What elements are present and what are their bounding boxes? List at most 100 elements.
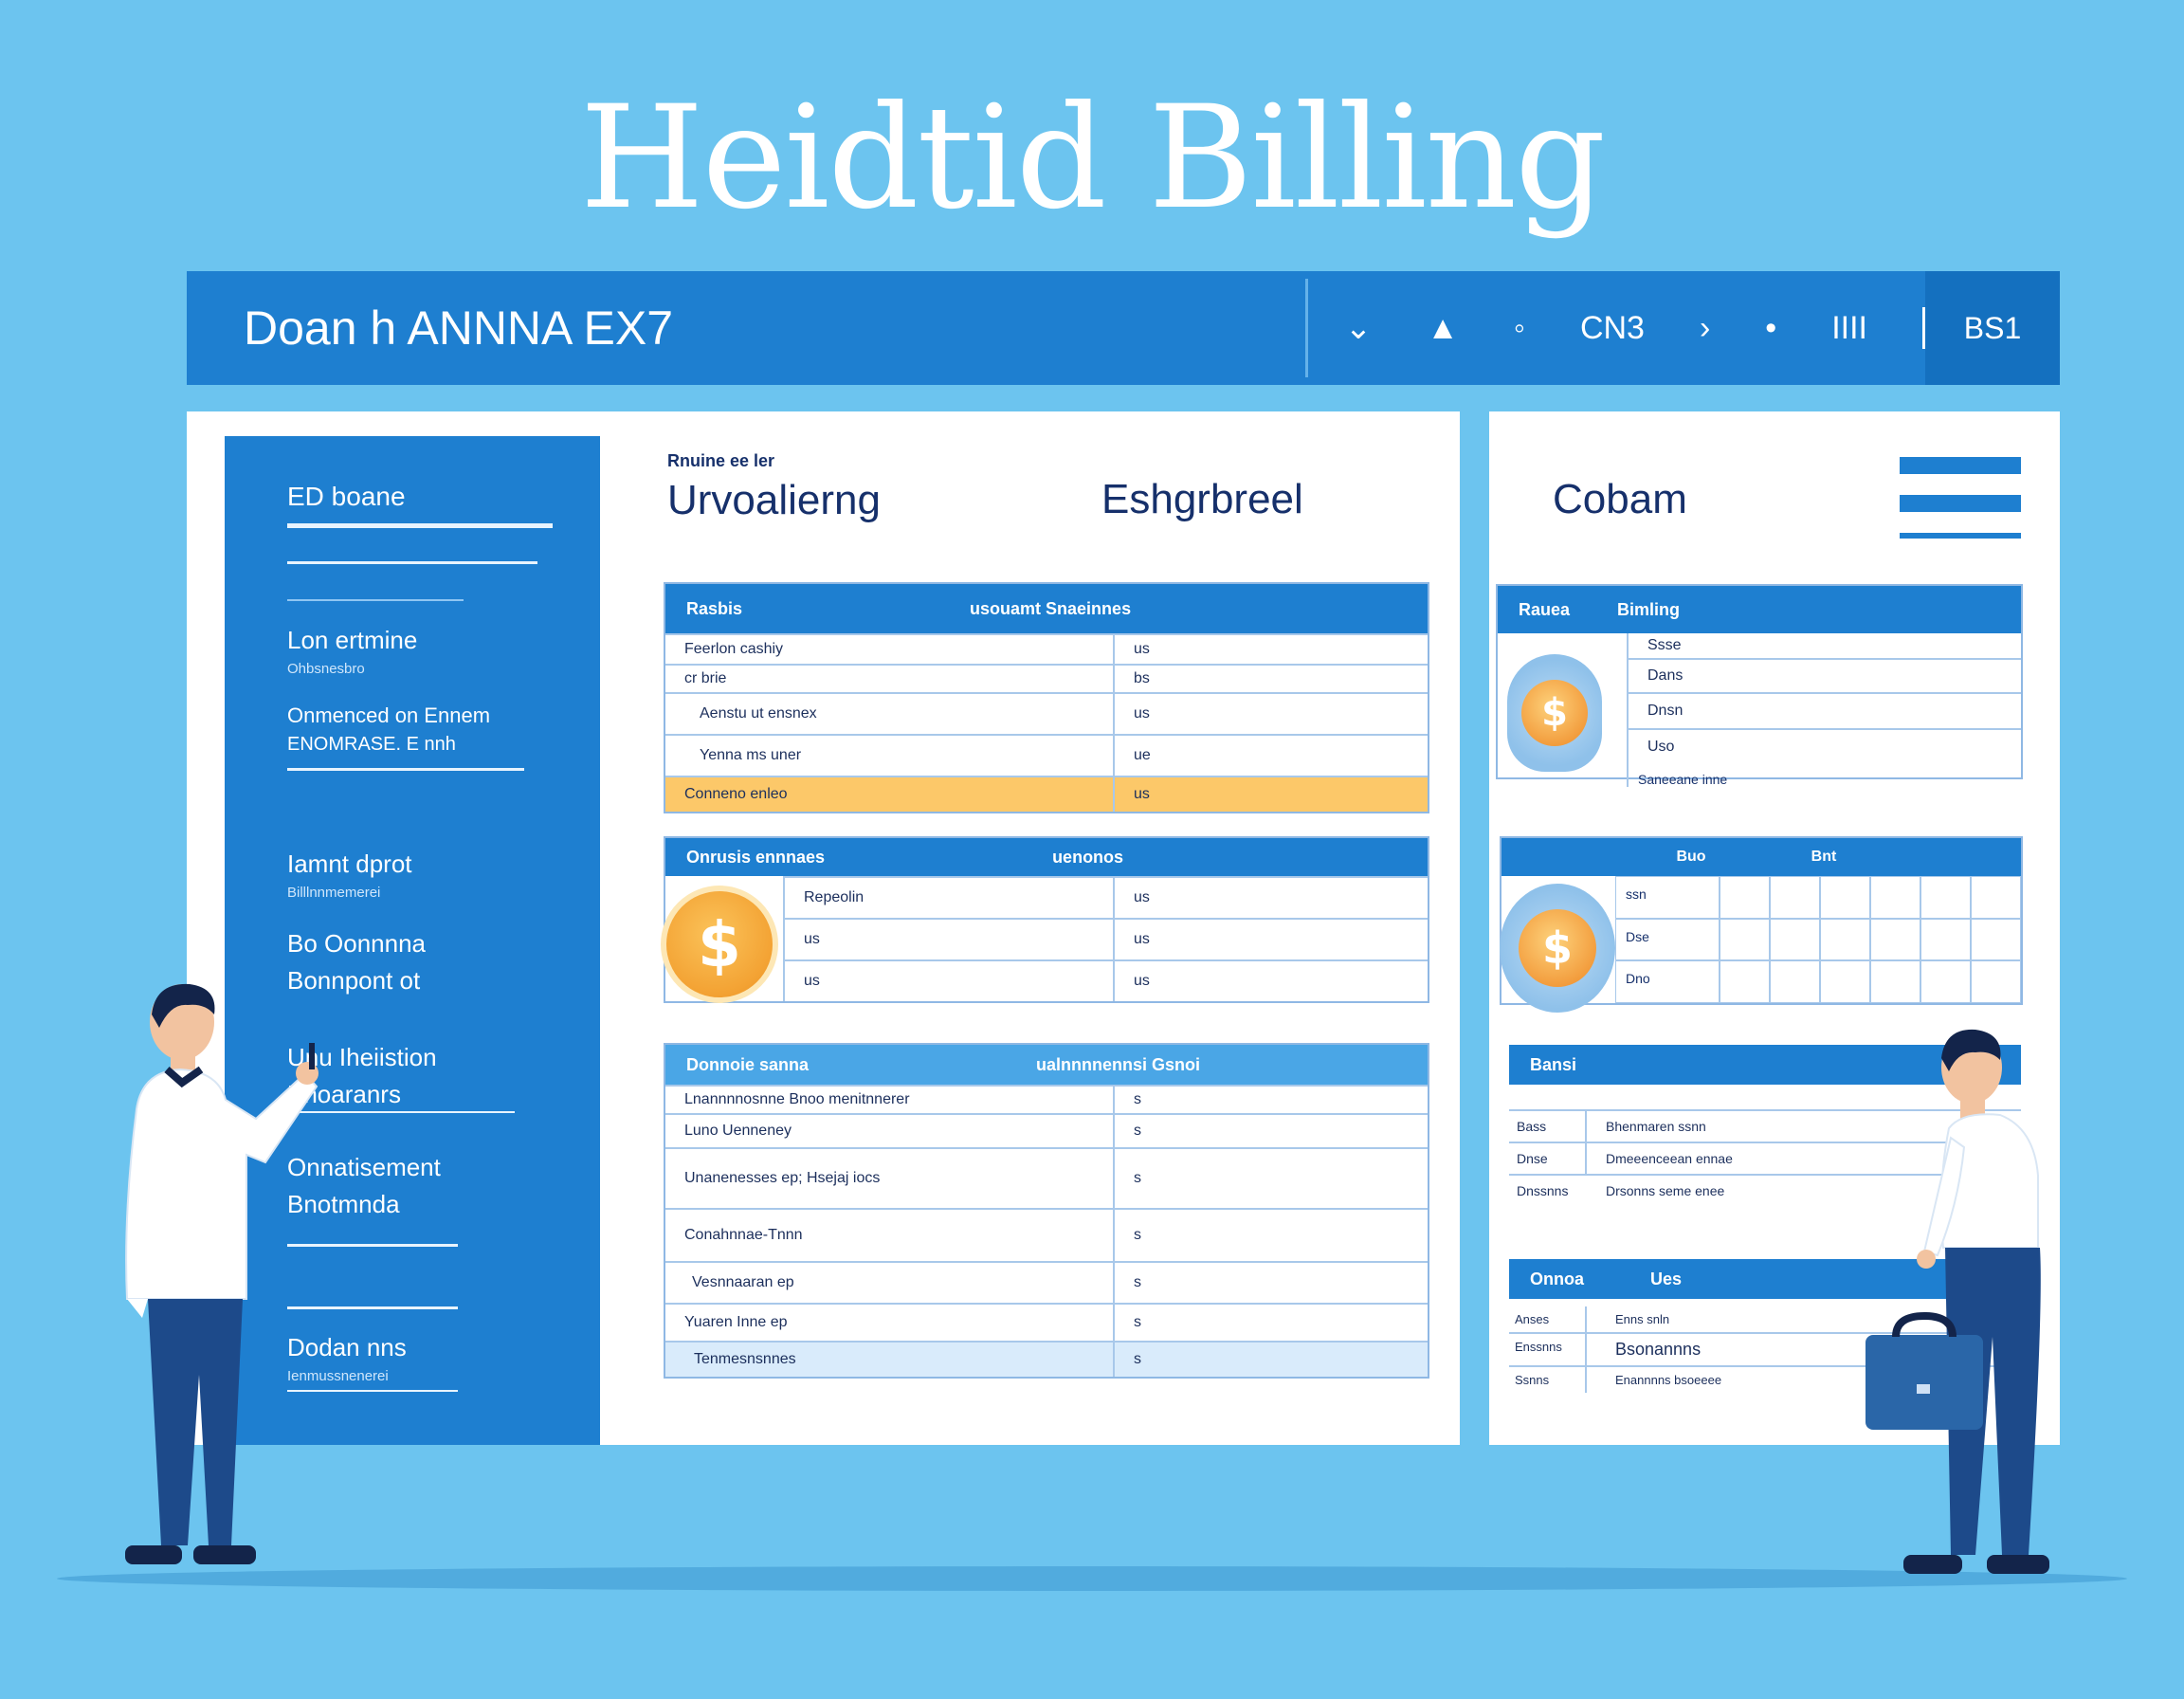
table-row[interactable]: Unanenesses ep; Hsejaj iocs s xyxy=(665,1147,1428,1208)
grid-body: ssn Dse Dno xyxy=(1615,876,2021,1003)
table-cell: cr brie xyxy=(684,670,727,686)
sidebar-item-label: Lon ertmine xyxy=(287,626,418,654)
table-row[interactable]: Luno Uenneney s xyxy=(665,1113,1428,1147)
app-name: Doan h ANNNA EX7 xyxy=(244,301,674,355)
table-row[interactable]: Yuaren Inne ep s xyxy=(665,1303,1428,1341)
table-cell: ue xyxy=(1134,747,1151,763)
table-row[interactable]: Dnse Dmeeenceean ennae xyxy=(1509,1142,2021,1174)
table-row[interactable]: Aenstu ut ensnex us xyxy=(665,692,1428,734)
grid-cell[interactable] xyxy=(1770,960,1820,1003)
table-row[interactable]: us us xyxy=(783,959,1428,1001)
table-cell: Luno Uenneney xyxy=(684,1123,792,1139)
table-row[interactable]: Uso xyxy=(1629,728,2021,764)
payment-table: Onrusis ennnaes uenonos Repeolin us us u… xyxy=(664,836,1429,1003)
table-header-cell: Bnt xyxy=(1811,849,1837,865)
table-row[interactable]: Anses Enns snln xyxy=(1509,1306,2021,1332)
sidebar-item-8[interactable]: Dodan nns Ienmussnenerei xyxy=(287,1333,407,1384)
sidebar-item-4[interactable]: Iamnt dprot Billlnnmemerei xyxy=(287,850,412,901)
summary-table: Donnoie sanna ualnnnnennsi Gsnoi Lnannnn… xyxy=(664,1043,1429,1379)
next-icon[interactable]: › xyxy=(1699,309,1711,346)
sidebar-item-2[interactable]: Lon ertmine Ohbsnesbro xyxy=(287,626,417,677)
table-cell: Lnannnnosnne Bnoo menitnnerer xyxy=(684,1091,910,1107)
table-row[interactable]: Yenna ms uner ue xyxy=(665,734,1428,776)
table-cell: Enssnns xyxy=(1509,1334,1587,1365)
table-cell: Conneno enleo xyxy=(684,786,788,802)
table-cell: us xyxy=(1134,786,1150,802)
column-title-3: Cobam xyxy=(1553,476,1687,522)
user-badge[interactable]: BS1 xyxy=(1925,271,2060,385)
table-cell: Unanenesses ep; Hsejaj iocs xyxy=(684,1170,881,1186)
table-row[interactable]: Feerlon cashiy us xyxy=(665,633,1428,664)
dot-icon[interactable]: • xyxy=(1765,309,1777,346)
table-row[interactable]: Enssnns Bsonannns xyxy=(1509,1332,2021,1365)
grid-cell[interactable] xyxy=(1820,960,1870,1003)
sidebar-item-label: ED boane xyxy=(287,482,406,511)
sidebar-item-sub: ENOMRASE. E nnh xyxy=(287,734,456,755)
grid-cell[interactable] xyxy=(1920,960,1971,1003)
table-header: Rasbis usouamt Snaeinnes xyxy=(665,584,1428,633)
table-cell: us xyxy=(1134,889,1150,905)
table-row[interactable]: Lnannnnosnne Bnoo menitnnerer s xyxy=(665,1085,1428,1113)
table-row[interactable]: Ssnns Enannnns bsoeeee xyxy=(1509,1365,2021,1393)
sidebar-item-label: Dodan nns xyxy=(287,1333,407,1361)
table-cell: Enns snln xyxy=(1615,1312,1670,1326)
table-row[interactable]: Vesnnaaran ep s xyxy=(665,1261,1428,1303)
menu-icon[interactable]: IIII xyxy=(1831,309,1867,346)
table-row[interactable]: Dnssnns Drsonns seme enee xyxy=(1509,1174,2021,1206)
grid-cell[interactable] xyxy=(1971,960,2021,1003)
sidebar-item-dashboard[interactable]: ED boane xyxy=(287,482,406,512)
table-row-highlighted[interactable]: Conneno enleo us xyxy=(665,776,1428,812)
table-cell: Bass xyxy=(1509,1111,1587,1142)
sidebar-divider xyxy=(287,1390,458,1392)
sidebar-item-7[interactable]: Onnatisement Bnotmnda xyxy=(287,1153,441,1219)
grid-cell[interactable] xyxy=(1770,876,1820,919)
grid-cell[interactable] xyxy=(1920,918,1971,961)
table-row[interactable]: us us xyxy=(783,918,1428,959)
table-row[interactable]: Dnsn xyxy=(1629,692,2021,728)
grid-cell[interactable] xyxy=(1971,918,2021,961)
records-table: Onnoa Ues Anses Enns snln Enssnns Bsonan… xyxy=(1509,1259,2021,1401)
table-row[interactable]: Tenmesnsnnes s xyxy=(665,1341,1428,1377)
grid-cell[interactable] xyxy=(1971,876,2021,919)
grid-cell[interactable] xyxy=(1770,918,1820,961)
table-row[interactable]: Repeolin us xyxy=(783,876,1428,918)
sidebar-divider xyxy=(287,599,464,601)
table-row[interactable]: Bass Bhenmaren ssnn xyxy=(1509,1109,2021,1142)
table-row[interactable]: Conahnnae-Tnnn s xyxy=(665,1208,1428,1261)
table-cell: s xyxy=(1134,1274,1141,1290)
table-row[interactable]: cr brie bs xyxy=(665,664,1428,692)
table-cell: Feerlon cashiy xyxy=(684,641,784,657)
upload-icon[interactable]: ▲ xyxy=(1427,309,1459,346)
grid-cell[interactable] xyxy=(1870,960,1920,1003)
table-cell: Dnse xyxy=(1509,1143,1587,1174)
table-row[interactable]: Ssse xyxy=(1629,633,2021,658)
table-header-cell: Ues xyxy=(1650,1269,1683,1288)
table-row[interactable]: Dans xyxy=(1629,658,2021,692)
table-cell: s xyxy=(1134,1314,1141,1330)
sidebar-item-3[interactable]: Onmenced on Ennem ENOMRASE. E nnh xyxy=(287,703,490,756)
dropdown-icon[interactable]: ⌄ xyxy=(1344,310,1373,346)
sidebar-item-5[interactable]: Bo Oonnnna Bonnpont ot xyxy=(287,929,426,996)
grid-cell[interactable] xyxy=(1720,918,1770,961)
table-cell: Ssse xyxy=(1647,637,1682,653)
notification-icon[interactable]: ◦ xyxy=(1513,309,1525,346)
table-cell: s xyxy=(1134,1091,1141,1107)
sidebar-item-sub: Bnotmnda xyxy=(287,1190,400,1218)
table-cell: us xyxy=(804,931,820,947)
grid-cell[interactable] xyxy=(1820,918,1870,961)
table-cell: us xyxy=(1134,705,1150,722)
table-cell: us xyxy=(1134,641,1150,657)
table-cell: Bhenmaren ssnn xyxy=(1606,1119,1706,1134)
grid-cell[interactable] xyxy=(1720,876,1770,919)
grid-cell[interactable] xyxy=(1820,876,1870,919)
topbar-divider xyxy=(1305,279,1308,377)
table-cell: Uso xyxy=(1647,739,1675,755)
column-title-1: Urvoalierng xyxy=(667,477,881,523)
grid-cell[interactable] xyxy=(1720,960,1770,1003)
grid-cell[interactable] xyxy=(1870,876,1920,919)
grid-cell[interactable] xyxy=(1920,876,1971,919)
sidebar-item-label: Onmenced on Ennem xyxy=(287,703,491,727)
hamburger-icon[interactable] xyxy=(1900,457,2021,559)
currency-selector[interactable]: CN3 xyxy=(1579,309,1645,346)
grid-cell[interactable] xyxy=(1870,918,1920,961)
